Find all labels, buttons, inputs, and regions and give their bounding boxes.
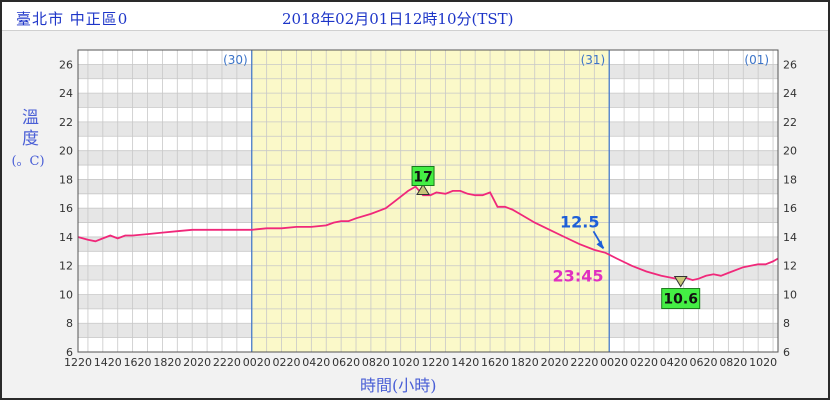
x-tick-label: 0620	[332, 356, 360, 369]
station-name: 臺北市 中正區0	[16, 10, 129, 28]
x-tick-label: 2220	[570, 356, 598, 369]
x-tick-label: 1620	[481, 356, 509, 369]
y-tick-label-left: 14	[59, 231, 73, 244]
current-time-label: 23:45	[553, 266, 604, 285]
x-tick-label: 0220	[273, 356, 301, 369]
x-tick-label: 1020	[392, 356, 420, 369]
x-tick-label: 0820	[719, 356, 747, 369]
x-tick-label: 0620	[690, 356, 718, 369]
x-tick-label: 1220	[64, 356, 92, 369]
y-tick-label-left: 12	[59, 260, 73, 273]
x-tick-label: 1420	[94, 356, 122, 369]
y-tick-label-left: 16	[59, 202, 73, 215]
x-tick-label: 2020	[183, 356, 211, 369]
y-tick-label-right: 24	[783, 87, 797, 100]
x-tick-label: 2020	[541, 356, 569, 369]
max-label: 17	[413, 169, 432, 185]
y-tick-label-right: 26	[783, 58, 797, 71]
y-tick-label-right: 18	[783, 173, 797, 186]
y-tick-label-right: 8	[783, 317, 790, 330]
min-label-box	[661, 288, 701, 310]
x-tick-label: 2220	[213, 356, 241, 369]
x-tick-label: 0420	[302, 356, 330, 369]
x-tick-label: 1820	[153, 356, 181, 369]
y-axis-label: 溫度 (。C)	[8, 108, 48, 174]
y-tick-label-left: 10	[59, 288, 73, 301]
x-tick-label: 1620	[124, 356, 152, 369]
day-divider-label: (31)	[581, 53, 606, 67]
x-axis-label: 時間(小時)	[360, 376, 437, 395]
x-tick-label: 0020	[600, 356, 628, 369]
y-tick-label-right: 22	[783, 116, 797, 129]
y-tick-label-left: 26	[59, 58, 73, 71]
y-tick-label-right: 10	[783, 288, 797, 301]
x-tick-label: 1420	[451, 356, 479, 369]
y-tick-label-left: 6	[66, 346, 73, 359]
y-tick-label-right: 20	[783, 145, 797, 158]
y-tick-label-left: 20	[59, 145, 73, 158]
plot-border	[77, 49, 779, 353]
y-axis-unit: (。C)	[11, 154, 45, 169]
y-axis-label-text: 溫度	[18, 108, 38, 150]
day-dividers: (30) (31) (01)	[223, 50, 769, 352]
min-label: 10.6	[663, 292, 698, 308]
max-label-box	[411, 165, 435, 186]
x-tick-label: 0220	[630, 356, 658, 369]
x-tick-label: 0820	[362, 356, 390, 369]
observation-datetime: 2018年02月01日12時10分(TST)	[282, 10, 514, 28]
x-tick-label: 1020	[749, 356, 777, 369]
max-marker	[416, 183, 430, 195]
y-tick-label-left: 24	[59, 87, 73, 100]
x-tick-label: 1820	[511, 356, 539, 369]
y-tick-label-left: 22	[59, 116, 73, 129]
min-marker	[673, 276, 688, 288]
y-tick-label-right: 12	[783, 260, 797, 273]
y-tick-label-right: 16	[783, 202, 797, 215]
x-tick-label: 1220	[421, 356, 449, 369]
y-tick-label-left: 18	[59, 173, 73, 186]
y-tick-label-left: 8	[66, 317, 73, 330]
current-value-label: 12.5	[560, 212, 599, 231]
title-bar: 臺北市 中正區0 2018年02月01日12時10分(TST)	[2, 2, 828, 31]
y-tick-label-right: 6	[783, 346, 790, 359]
current-arrow-head	[596, 240, 604, 250]
y-tick-label-right: 14	[783, 231, 797, 244]
x-tick-label: 0020	[243, 356, 271, 369]
day-divider-label: (01)	[744, 53, 769, 67]
annotations: 17 10.6 12.5 23:45	[411, 165, 701, 310]
x-tick-label: 0420	[660, 356, 688, 369]
day-divider-label: (30)	[223, 53, 248, 67]
